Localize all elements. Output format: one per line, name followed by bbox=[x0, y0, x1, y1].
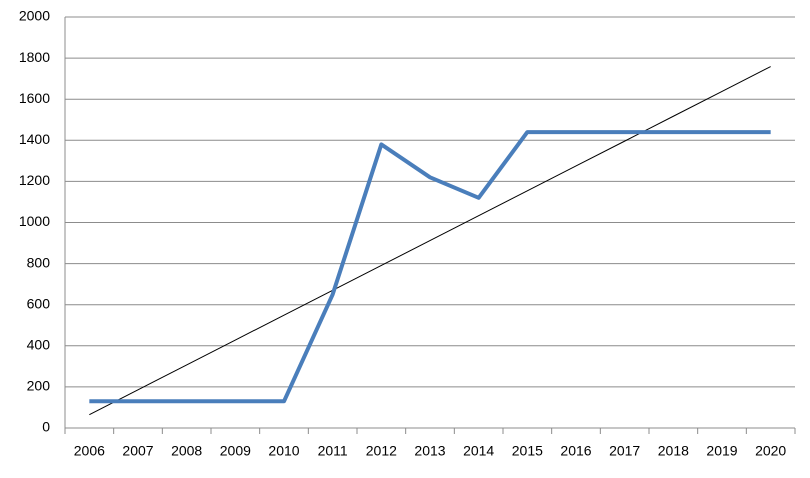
x-tick-label: 2006 bbox=[74, 443, 105, 459]
y-tick-label: 200 bbox=[27, 378, 51, 394]
y-tick-label: 1600 bbox=[19, 90, 50, 106]
x-tick-label: 2011 bbox=[318, 443, 348, 459]
x-tick-label: 2019 bbox=[706, 443, 737, 459]
x-tick-label: 2014 bbox=[463, 443, 494, 459]
x-tick-label: 2012 bbox=[366, 443, 397, 459]
x-tick-label: 2007 bbox=[122, 443, 153, 459]
x-tick-label: 2017 bbox=[609, 443, 640, 459]
y-tick-label: 400 bbox=[27, 337, 51, 353]
series-line bbox=[89, 130, 771, 404]
series-line bbox=[89, 66, 771, 416]
x-tick-label: 2013 bbox=[414, 443, 445, 459]
y-tick-label: 1000 bbox=[19, 213, 50, 229]
x-tick-label: 2020 bbox=[755, 443, 786, 459]
y-tick-label: 1400 bbox=[19, 131, 50, 147]
y-tick-label: 800 bbox=[27, 254, 51, 270]
y-tick-label: 1800 bbox=[19, 49, 50, 65]
y-tick-label: 2000 bbox=[19, 8, 50, 24]
y-tick-label: 1200 bbox=[19, 172, 50, 188]
x-tick-label: 2009 bbox=[220, 443, 251, 459]
x-tick-label: 2010 bbox=[268, 443, 299, 459]
x-tick-label: 2016 bbox=[560, 443, 591, 459]
y-tick-label: 0 bbox=[42, 419, 50, 435]
x-tick-label: 2015 bbox=[512, 443, 543, 459]
y-tick-label: 600 bbox=[27, 295, 51, 311]
x-tick-label: 2008 bbox=[171, 443, 202, 459]
x-tick-label: 2018 bbox=[658, 443, 689, 459]
